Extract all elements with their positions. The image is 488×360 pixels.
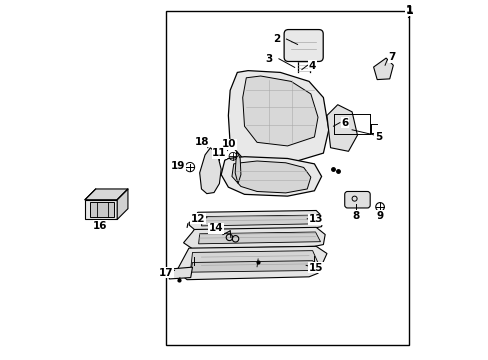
Polygon shape	[190, 251, 319, 269]
Polygon shape	[235, 151, 241, 184]
Polygon shape	[199, 148, 221, 194]
Polygon shape	[90, 202, 113, 217]
Bar	[165, 12, 408, 345]
Polygon shape	[85, 189, 128, 200]
Polygon shape	[169, 267, 192, 279]
Text: 8: 8	[351, 211, 359, 221]
FancyBboxPatch shape	[284, 30, 323, 62]
Text: 15: 15	[308, 263, 323, 273]
Text: 4: 4	[308, 61, 316, 71]
Polygon shape	[221, 157, 321, 196]
Text: 19: 19	[170, 161, 184, 171]
Polygon shape	[190, 261, 319, 272]
Polygon shape	[326, 105, 357, 151]
Text: 1: 1	[405, 6, 412, 16]
Polygon shape	[373, 58, 392, 80]
Text: 18: 18	[194, 137, 209, 147]
Text: 14: 14	[208, 224, 223, 233]
Polygon shape	[201, 215, 319, 226]
Polygon shape	[183, 227, 325, 249]
Text: 13: 13	[308, 215, 323, 224]
Polygon shape	[198, 232, 320, 244]
Text: 7: 7	[388, 52, 395, 62]
Polygon shape	[117, 189, 128, 220]
Text: 5: 5	[374, 132, 382, 142]
Text: 12: 12	[190, 214, 204, 224]
Polygon shape	[228, 71, 328, 164]
Text: 10: 10	[222, 139, 236, 149]
Text: 11: 11	[212, 148, 226, 158]
Text: 1: 1	[405, 5, 412, 15]
Polygon shape	[231, 161, 310, 193]
Text: 3: 3	[264, 54, 272, 64]
Polygon shape	[242, 76, 317, 146]
Text: 6: 6	[341, 118, 348, 128]
Text: 9: 9	[376, 211, 383, 221]
Text: 2: 2	[273, 34, 280, 44]
Polygon shape	[188, 211, 323, 231]
Text: 16: 16	[93, 221, 107, 231]
Polygon shape	[85, 200, 117, 220]
FancyBboxPatch shape	[344, 192, 369, 208]
Polygon shape	[176, 246, 326, 280]
Text: 17: 17	[158, 267, 173, 278]
